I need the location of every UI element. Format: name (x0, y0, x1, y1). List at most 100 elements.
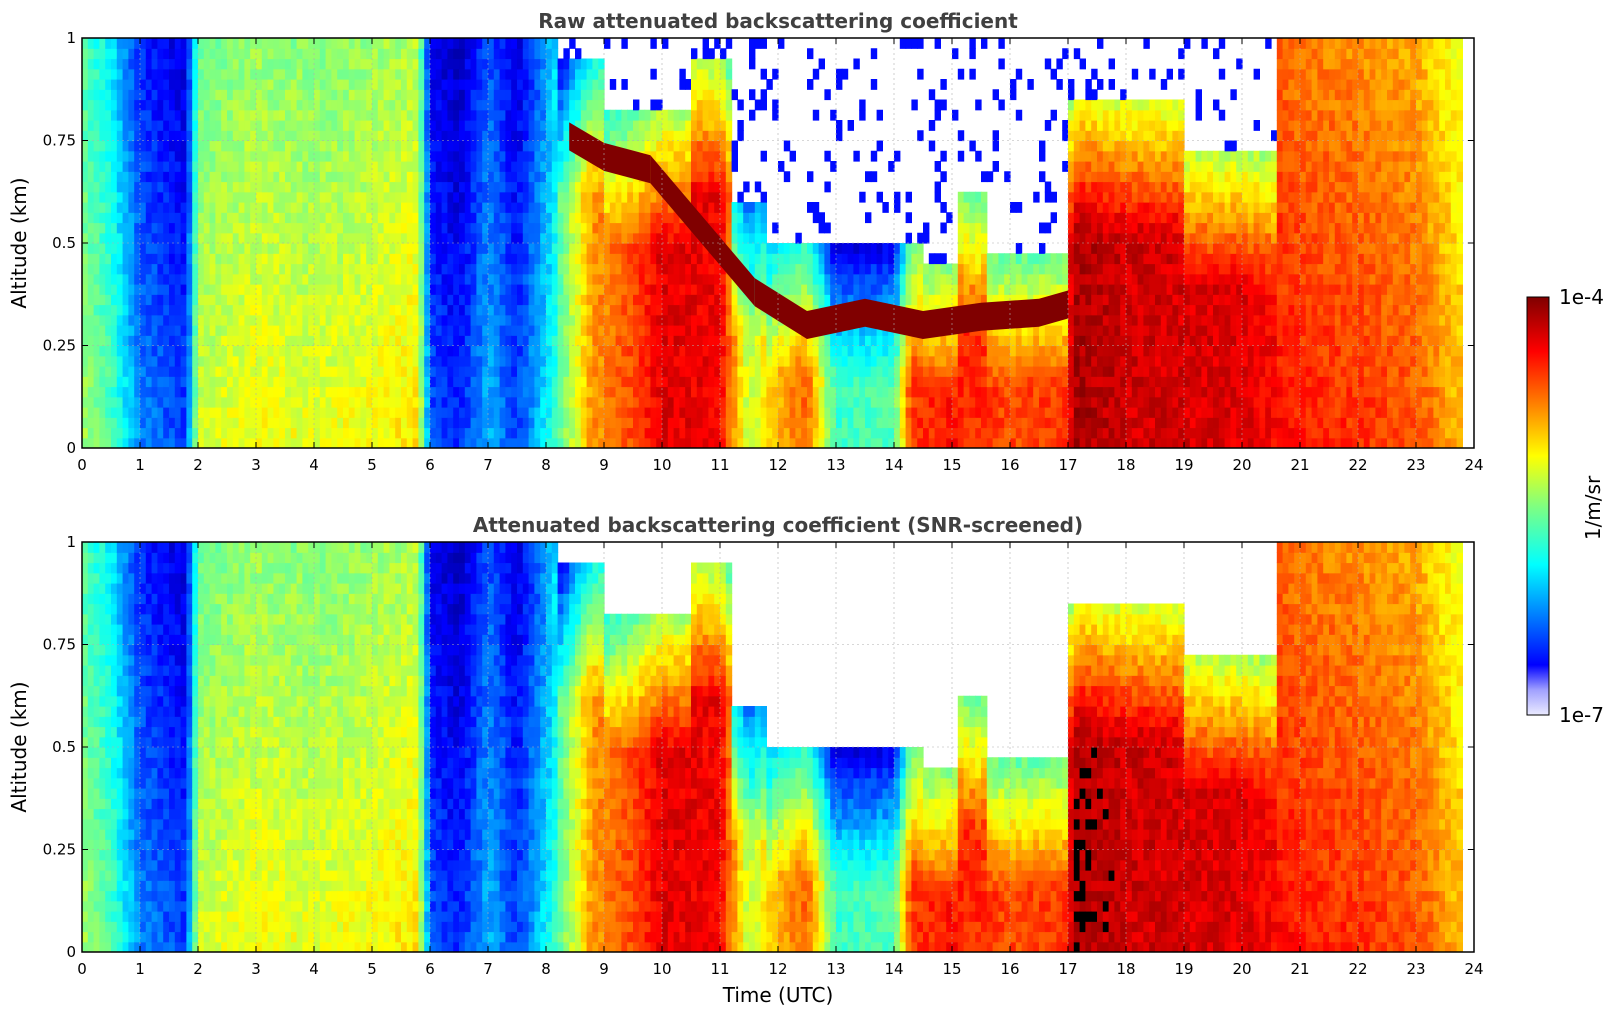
heatmap-cell (534, 48, 541, 60)
heatmap-cell (522, 335, 530, 347)
heatmap-cell (319, 58, 327, 70)
heatmap-cell (319, 284, 327, 295)
heatmap-cell (447, 304, 454, 316)
heatmap-cell (128, 366, 135, 377)
heatmap-cell (447, 427, 454, 439)
heatmap-cell (337, 355, 344, 367)
heatmap-cell (580, 202, 588, 213)
heatmap-cell (354, 366, 361, 377)
heatmap-cell (749, 48, 756, 60)
heatmap-cell (673, 294, 680, 306)
heatmap-cell (174, 48, 182, 60)
heatmap-cell (319, 304, 327, 316)
heatmap-cell (99, 140, 106, 152)
heatmap-cell (227, 140, 234, 152)
heatmap-cell (534, 243, 541, 254)
heatmap-cell (493, 171, 501, 183)
heatmap-cell (296, 181, 303, 193)
heatmap-cell (685, 79, 692, 90)
heatmap-cell (772, 253, 779, 265)
heatmap-cell (302, 202, 309, 213)
heatmap-cell (395, 273, 402, 285)
heatmap-cell (296, 376, 303, 388)
heatmap-cell (116, 191, 124, 203)
heatmap-cell (696, 150, 704, 162)
heatmap-cell (760, 99, 767, 111)
heatmap-cell (296, 68, 303, 80)
heatmap-cell (348, 150, 356, 162)
heatmap-cell (302, 99, 309, 111)
heatmap-cell (656, 202, 663, 213)
heatmap-cell (534, 109, 541, 121)
heatmap-cell (308, 437, 315, 448)
heatmap-cell (366, 345, 373, 357)
heatmap-cell (534, 366, 541, 377)
heatmap-cell (151, 437, 158, 448)
heatmap-cell (656, 284, 663, 295)
heatmap-cell (180, 181, 187, 193)
heatmap-cell (418, 396, 425, 408)
heatmap-cell (540, 304, 547, 316)
heatmap-cell (882, 427, 889, 439)
heatmap-cell (308, 304, 315, 316)
heatmap-cell (592, 325, 599, 336)
heatmap-cell (244, 325, 251, 336)
heatmap-cell (128, 171, 135, 183)
heatmap-cell (638, 243, 646, 254)
heatmap-cell (412, 335, 419, 347)
heatmap-cell (128, 243, 135, 254)
heatmap-cell (511, 38, 518, 49)
heatmap-cell (720, 294, 727, 306)
heatmap-cell (569, 284, 576, 295)
heatmap-cell (551, 120, 559, 131)
heatmap-cell (203, 437, 211, 448)
heatmap-cell (766, 355, 773, 367)
heatmap-cell (685, 376, 692, 388)
heatmap-cell (540, 263, 547, 275)
heatmap-cell (789, 243, 796, 254)
heatmap-cell (354, 427, 361, 439)
heatmap-cell (453, 335, 460, 347)
heatmap-cell (302, 150, 309, 162)
heatmap-cell (290, 68, 298, 80)
heatmap-cell (638, 355, 646, 367)
heatmap-cell (348, 89, 356, 101)
heatmap-cell (580, 222, 588, 234)
heatmap-cell (267, 58, 274, 70)
heatmap-cell (82, 130, 89, 142)
heatmap-cell (151, 284, 158, 295)
heatmap-cell (517, 161, 524, 172)
heatmap-cell (499, 171, 506, 183)
heatmap-cell (499, 89, 506, 101)
heatmap-cell (267, 222, 274, 234)
heatmap-cell (128, 417, 135, 429)
heatmap-cell (760, 191, 767, 203)
heatmap-cell (696, 161, 704, 172)
heatmap-cell (169, 38, 176, 49)
heatmap-cell (586, 222, 593, 234)
heatmap-cell (343, 171, 350, 183)
heatmap-cell (389, 396, 396, 408)
heatmap-cell (209, 263, 216, 275)
heatmap-cell (296, 253, 303, 265)
heatmap-cell (169, 304, 176, 316)
heatmap-cell (714, 150, 721, 162)
heatmap-cell (621, 263, 628, 275)
heatmap-cell (331, 232, 338, 244)
heatmap-cell (430, 263, 437, 275)
heatmap-cell (157, 253, 164, 265)
heatmap-cell (691, 171, 698, 183)
heatmap-cell (232, 38, 240, 49)
heatmap-cell (111, 109, 118, 121)
heatmap-cell (116, 109, 124, 121)
heatmap-cell (238, 273, 245, 285)
heatmap-cell (470, 58, 477, 70)
heatmap-cell (517, 335, 524, 347)
heatmap-cell (435, 150, 443, 162)
heatmap-cell (841, 386, 849, 398)
heatmap-cell (209, 294, 216, 306)
heatmap-cell (377, 355, 385, 367)
heatmap-cell (517, 150, 524, 162)
heatmap-cell (203, 181, 211, 193)
heatmap-cell (203, 273, 211, 285)
